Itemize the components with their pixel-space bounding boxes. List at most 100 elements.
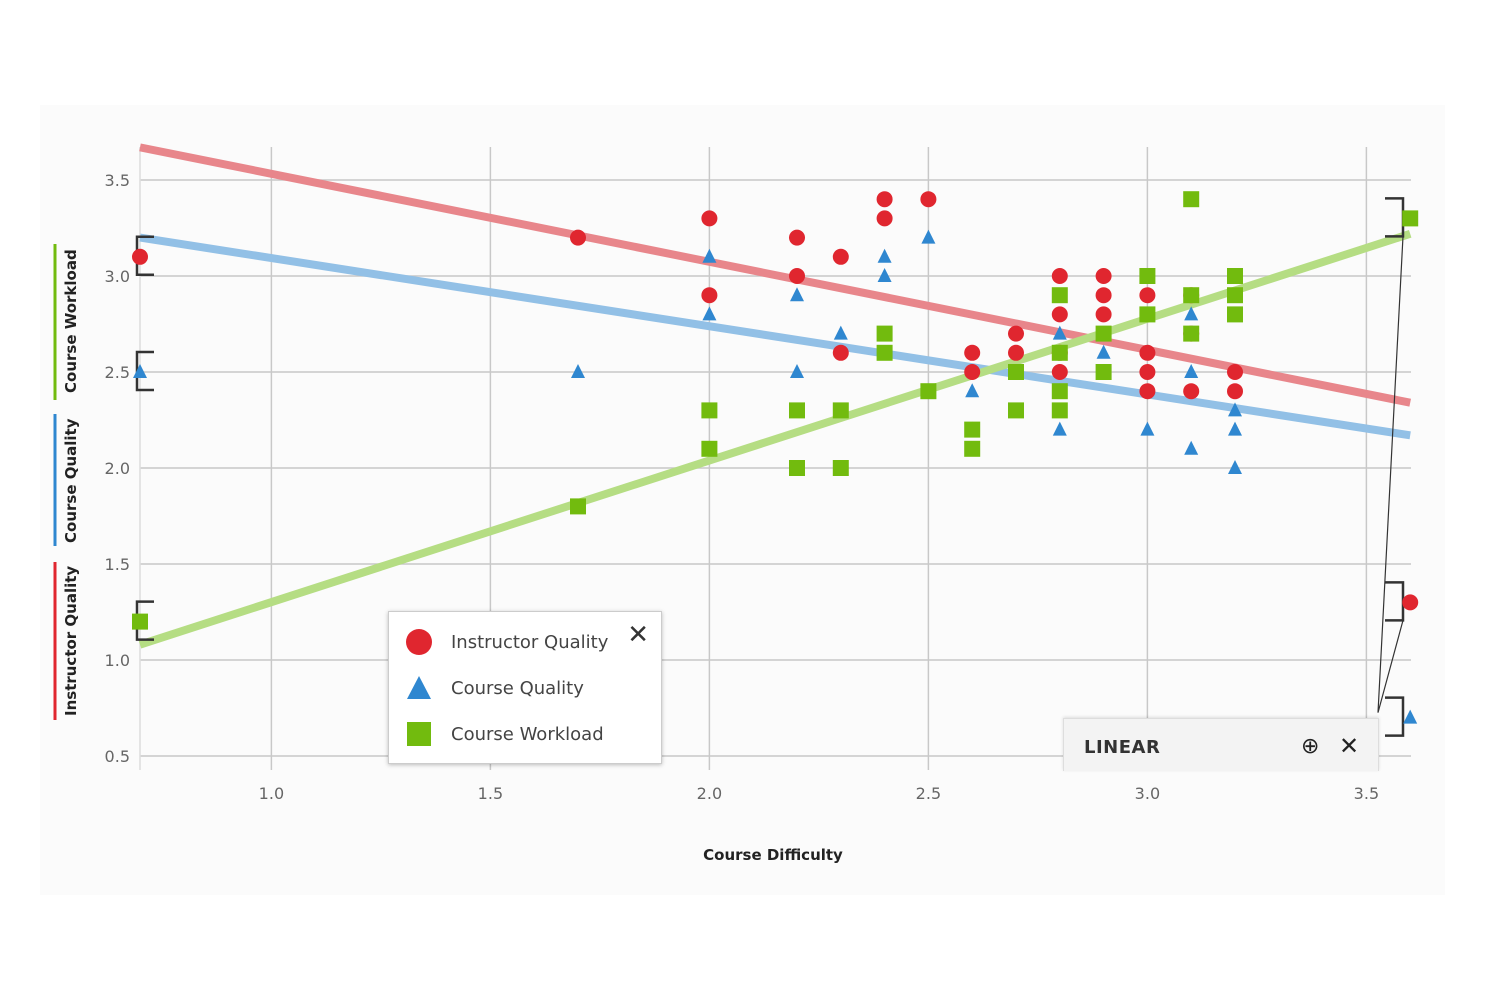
data-point-course-quality <box>1184 364 1199 378</box>
trend-line <box>139 233 1411 440</box>
y-axis-label-course-quality: Course Quality <box>62 418 80 544</box>
data-point-course-quality <box>133 364 147 378</box>
y-tick-label: 3.0 <box>105 267 130 286</box>
x-tick-label: 1.0 <box>259 784 284 803</box>
data-point-course-workload <box>1227 287 1243 304</box>
data-point-course-workload <box>1227 306 1243 323</box>
data-point-course-workload <box>1051 383 1068 400</box>
data-point-course-workload <box>701 402 718 419</box>
x-axis-label: Course Difficulty <box>703 846 843 864</box>
right-axis-bracket <box>1385 197 1405 238</box>
data-point-course-quality <box>965 383 980 398</box>
data-point-instructor-quality <box>1139 383 1156 400</box>
x-tick-label: 3.0 <box>1135 784 1160 803</box>
y-tick-label: 2.0 <box>105 459 130 478</box>
regression-panel: LINEAR ⊕ ✕ <box>1063 718 1379 771</box>
grid <box>139 147 1411 770</box>
regression-type-label[interactable]: LINEAR <box>1084 737 1161 758</box>
y-tick-label: 0.5 <box>105 747 130 766</box>
data-point-course-quality <box>702 306 717 321</box>
data-point-instructor-quality <box>789 268 805 284</box>
legend-item-course-quality[interactable]: Course Quality <box>405 673 584 703</box>
data-point-course-workload <box>1051 402 1068 419</box>
data-point-course-workload <box>1402 210 1419 227</box>
trend-line <box>138 229 1412 649</box>
data-point-instructor-quality <box>1095 306 1112 323</box>
data-point-course-quality <box>921 229 936 244</box>
axis-brackets <box>135 197 1405 737</box>
data-point-course-workload <box>964 421 981 438</box>
data-point-course-workload <box>789 402 805 419</box>
data-point-instructor-quality <box>920 191 937 208</box>
data-point-course-workload <box>701 440 718 457</box>
legend: Instructor Quality Course Quality Course… <box>388 611 662 764</box>
x-tick-label: 2.5 <box>916 784 941 803</box>
data-point-instructor-quality <box>701 287 718 304</box>
data-point-course-workload <box>876 325 893 342</box>
right-axis-bracket <box>1385 696 1405 737</box>
data-point-course-quality <box>790 287 804 302</box>
legend-item-course-workload[interactable]: Course Workload <box>405 719 604 749</box>
circle-icon <box>406 629 432 655</box>
close-icon[interactable]: ✕ <box>627 620 649 650</box>
close-icon[interactable]: ✕ <box>1339 732 1360 760</box>
data-point-instructor-quality <box>1139 364 1156 380</box>
data-point-course-quality <box>1096 344 1111 359</box>
data-point-course-workload <box>1095 325 1112 342</box>
data-point-instructor-quality <box>789 229 805 246</box>
data-point-course-quality <box>790 364 804 378</box>
data-point-course-quality <box>571 364 585 378</box>
data-point-course-workload <box>1095 364 1112 380</box>
y-tick-label: 1.0 <box>105 651 130 670</box>
data-point-course-workload <box>1051 287 1068 304</box>
data-point-course-workload <box>1183 287 1200 304</box>
data-point-instructor-quality <box>1183 383 1200 400</box>
data-point-course-quality <box>1228 421 1242 436</box>
data-point-course-quality <box>1228 402 1242 417</box>
data-point-instructor-quality <box>701 210 718 227</box>
data-point-course-quality <box>1184 440 1199 455</box>
data-point-instructor-quality <box>1227 364 1243 380</box>
data-point-instructor-quality <box>1008 325 1024 342</box>
circle-plus-icon[interactable]: ⊕ <box>1301 734 1320 759</box>
data-point-course-quality <box>877 268 892 282</box>
data-point-instructor-quality <box>1139 344 1156 361</box>
y-tick-label: 3.5 <box>105 171 130 190</box>
bracket-connector <box>1377 236 1404 713</box>
data-point-course-workload <box>1183 191 1200 208</box>
data-point-course-quality <box>1228 460 1242 474</box>
trend-line <box>139 143 1411 407</box>
data-point-instructor-quality <box>876 191 893 208</box>
data-point-course-workload <box>1139 306 1156 323</box>
data-point-course-workload <box>1051 344 1068 361</box>
right-axis-bracket <box>1385 581 1405 622</box>
y-tick-label: 1.5 <box>105 555 130 574</box>
legend-item-instructor-quality[interactable]: Instructor Quality <box>405 627 608 657</box>
data-point-course-workload <box>132 613 148 630</box>
data-points <box>132 191 1419 724</box>
data-point-course-workload <box>570 498 586 515</box>
data-point-course-workload <box>1008 402 1024 419</box>
data-point-course-workload <box>832 402 849 419</box>
data-point-course-quality <box>877 248 892 263</box>
data-point-instructor-quality <box>1051 364 1068 380</box>
data-point-instructor-quality <box>1227 383 1243 400</box>
data-point-course-workload <box>964 440 981 457</box>
data-point-course-workload <box>1008 364 1024 380</box>
data-point-course-workload <box>832 460 849 476</box>
data-point-instructor-quality <box>1095 287 1112 304</box>
data-point-instructor-quality <box>1051 268 1068 284</box>
data-point-course-workload <box>876 344 893 361</box>
data-point-course-workload <box>1139 268 1156 284</box>
y-tick-label: 2.5 <box>105 363 130 382</box>
data-point-instructor-quality <box>132 248 148 265</box>
y-axis-label-course-workload: Course Workload <box>62 249 80 393</box>
trend-lines <box>138 143 1412 649</box>
data-point-course-quality <box>1140 421 1155 436</box>
data-point-course-workload <box>789 460 805 476</box>
x-tick-label: 1.5 <box>478 784 503 803</box>
y-axis-label-instructor-quality: Instructor Quality <box>62 565 80 716</box>
data-point-course-quality <box>1052 421 1067 436</box>
data-point-course-quality <box>1052 325 1067 340</box>
